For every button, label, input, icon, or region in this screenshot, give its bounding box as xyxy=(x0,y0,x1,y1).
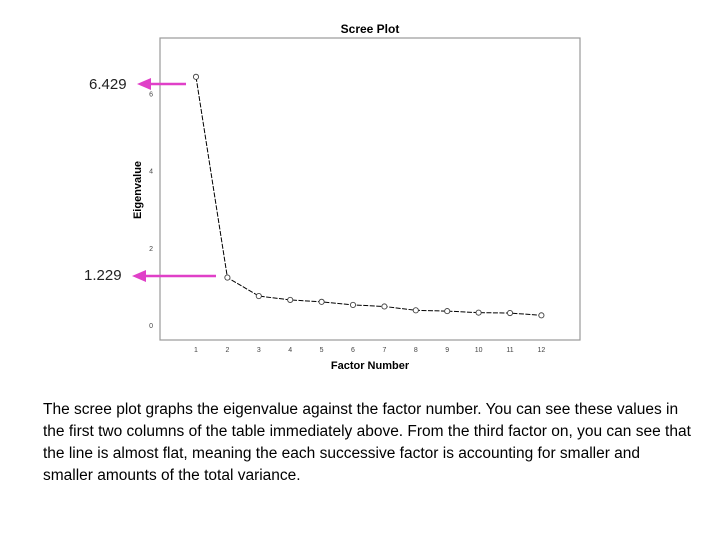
x-tick-label: 1 xyxy=(194,347,198,354)
callout-label-second-eigenvalue: 1.229 xyxy=(84,267,122,284)
x-axis: 1 2 3 4 5 6 7 8 9 10 11 12 xyxy=(194,347,545,354)
callout-arrow-head xyxy=(137,78,151,90)
data-point-marker xyxy=(538,312,545,319)
y-tick-label: 6 xyxy=(149,91,153,98)
x-tick-label: 10 xyxy=(475,347,483,354)
y-tick-label: 2 xyxy=(149,246,153,253)
callout-label-first-eigenvalue: 6.429 xyxy=(89,76,127,93)
y-axis: 0 2 4 6 xyxy=(149,91,153,330)
y-tick-label: 4 xyxy=(149,169,153,176)
data-point-marker xyxy=(255,292,262,300)
x-tick-label: 7 xyxy=(382,347,386,354)
plot-area xyxy=(159,37,581,341)
x-tick-label: 9 xyxy=(445,347,449,354)
data-point-marker xyxy=(318,298,325,305)
data-point-marker xyxy=(506,309,514,317)
eigenvalue-markers xyxy=(192,73,545,319)
data-point-marker xyxy=(412,307,419,314)
x-tick-label: 12 xyxy=(538,347,546,354)
chart-title: Scree Plot xyxy=(340,22,400,36)
x-axis-title: Factor Number xyxy=(330,360,410,372)
data-point-marker xyxy=(475,309,482,316)
eigenvalue-series-line xyxy=(195,76,542,316)
data-point-marker xyxy=(287,296,294,303)
x-tick-label: 11 xyxy=(506,347,513,354)
data-point-marker xyxy=(381,303,388,310)
data-point-marker xyxy=(349,301,357,308)
data-point-marker xyxy=(192,73,200,80)
x-tick-label: 3 xyxy=(257,347,261,354)
callout-arrows xyxy=(132,78,216,282)
y-axis-title: Eigenvalue xyxy=(132,160,144,220)
x-tick-label: 2 xyxy=(225,347,229,354)
x-tick-label: 8 xyxy=(414,347,418,354)
x-tick-label: 4 xyxy=(288,347,292,354)
data-point-marker xyxy=(224,274,231,281)
y-tick-label: 0 xyxy=(149,323,153,330)
callout-arrow-head xyxy=(132,270,146,282)
x-tick-label: 6 xyxy=(351,347,355,354)
x-tick-label: 5 xyxy=(320,347,324,354)
data-point-marker xyxy=(444,308,451,315)
explanation-paragraph: The scree plot graphs the eigenvalue aga… xyxy=(43,401,691,484)
